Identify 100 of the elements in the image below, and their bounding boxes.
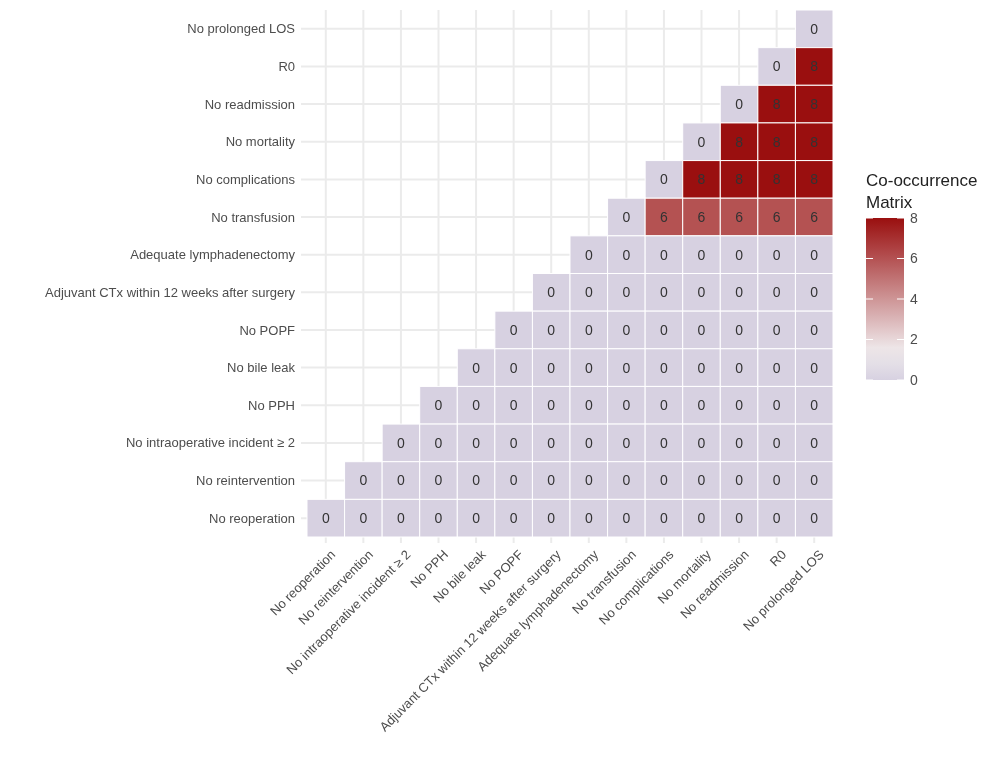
- data-label: 0: [697, 434, 706, 451]
- data-label: 0: [660, 510, 669, 527]
- data-label: 0: [772, 510, 781, 527]
- data-label: 0: [660, 171, 669, 188]
- data-label: 0: [509, 510, 518, 527]
- data-label: 0: [697, 133, 706, 150]
- data-label: 0: [584, 397, 593, 414]
- y-tick-label: Adjuvant CTx within 12 weeks after surgery: [45, 284, 296, 300]
- data-label: 0: [397, 510, 406, 527]
- data-label: 0: [622, 472, 631, 489]
- color-bar-label: 4: [910, 290, 918, 307]
- y-tick-label: No intraoperative incident ≥ 2: [125, 435, 295, 451]
- data-label: 0: [697, 359, 706, 376]
- data-label: 0: [472, 359, 481, 376]
- data-label: 8: [772, 96, 781, 113]
- data-label: 6: [660, 208, 669, 225]
- data-label: 0: [584, 510, 593, 527]
- data-label: 8: [697, 171, 706, 188]
- data-label: 0: [810, 472, 819, 489]
- data-label: 0: [359, 472, 368, 489]
- data-label: 0: [547, 284, 556, 301]
- data-label: 0: [622, 321, 631, 338]
- data-label: 0: [547, 397, 556, 414]
- y-tick-label: No bile leak: [227, 360, 296, 376]
- color-bar-label: 6: [910, 250, 918, 267]
- data-label: 0: [810, 246, 819, 263]
- data-label: 0: [697, 321, 706, 338]
- data-label: 0: [772, 359, 781, 376]
- legend-title: Co-occurrence Matrix: [866, 171, 978, 212]
- data-label: 0: [810, 510, 819, 527]
- data-label: 0: [547, 472, 556, 489]
- y-tick-label: R0: [278, 59, 295, 75]
- data-label: 0: [434, 434, 443, 451]
- y-tick-label: No prolonged LOS: [187, 21, 296, 37]
- data-label: 0: [547, 321, 556, 338]
- data-label: 0: [772, 397, 781, 414]
- y-tick-label: No complications: [196, 171, 296, 187]
- data-label: 0: [772, 434, 781, 451]
- data-label: 8: [810, 58, 819, 75]
- data-label: 8: [810, 96, 819, 113]
- data-label: 0: [622, 359, 631, 376]
- data-label: 8: [810, 171, 819, 188]
- data-label: 0: [509, 321, 518, 338]
- data-label: 0: [397, 434, 406, 451]
- data-label: 0: [509, 434, 518, 451]
- data-label: 0: [660, 397, 669, 414]
- data-label: 0: [434, 397, 443, 414]
- data-label: 0: [772, 284, 781, 301]
- data-label: 0: [622, 397, 631, 414]
- data-label: 0: [697, 284, 706, 301]
- data-label: 0: [584, 321, 593, 338]
- data-label: 0: [697, 397, 706, 414]
- data-label: 0: [660, 321, 669, 338]
- data-label: 0: [735, 246, 744, 263]
- data-label: 0: [547, 510, 556, 527]
- data-label: 0: [622, 208, 631, 225]
- data-label: 0: [772, 246, 781, 263]
- data-label: 0: [810, 20, 819, 37]
- data-label: 0: [472, 434, 481, 451]
- data-label: 8: [735, 171, 744, 188]
- x-tick-label: R0: [766, 546, 790, 570]
- y-tick-label: No reoperation: [209, 510, 295, 526]
- y-tick-label: Adequate lymphadenectomy: [130, 247, 296, 263]
- data-label: 0: [660, 284, 669, 301]
- data-label: 8: [810, 133, 819, 150]
- data-label: 8: [735, 133, 744, 150]
- data-label: 6: [772, 208, 781, 225]
- data-label: 0: [735, 397, 744, 414]
- data-label: 0: [622, 434, 631, 451]
- data-label: 6: [735, 208, 744, 225]
- y-tick-label: No POPF: [239, 322, 296, 338]
- data-label: 0: [434, 510, 443, 527]
- data-label: 0: [584, 246, 593, 263]
- data-label: 0: [810, 321, 819, 338]
- y-tick-label: No readmission: [204, 96, 295, 112]
- data-label: 0: [660, 359, 669, 376]
- data-label: 0: [584, 434, 593, 451]
- data-label: 0: [584, 284, 593, 301]
- data-label: 0: [472, 397, 481, 414]
- data-label: 0: [810, 284, 819, 301]
- data-label: 0: [697, 472, 706, 489]
- data-label: 0: [660, 434, 669, 451]
- data-label: 0: [735, 510, 744, 527]
- data-label: 8: [772, 133, 781, 150]
- data-label: 0: [509, 359, 518, 376]
- data-label: 0: [584, 472, 593, 489]
- data-label: 6: [697, 208, 706, 225]
- data-label: 0: [660, 472, 669, 489]
- data-label: 0: [397, 472, 406, 489]
- data-label: 0: [509, 397, 518, 414]
- y-tick-label: No reintervention: [196, 473, 295, 489]
- data-label: 0: [622, 510, 631, 527]
- data-label: 0: [321, 510, 330, 527]
- y-tick-label: No PPH: [248, 397, 295, 413]
- data-label: 0: [622, 284, 631, 301]
- color-bar-label: 0: [910, 371, 918, 388]
- data-label: 0: [810, 397, 819, 414]
- data-label: 0: [810, 434, 819, 451]
- y-tick-label: No mortality: [225, 134, 296, 150]
- data-label: 8: [772, 171, 781, 188]
